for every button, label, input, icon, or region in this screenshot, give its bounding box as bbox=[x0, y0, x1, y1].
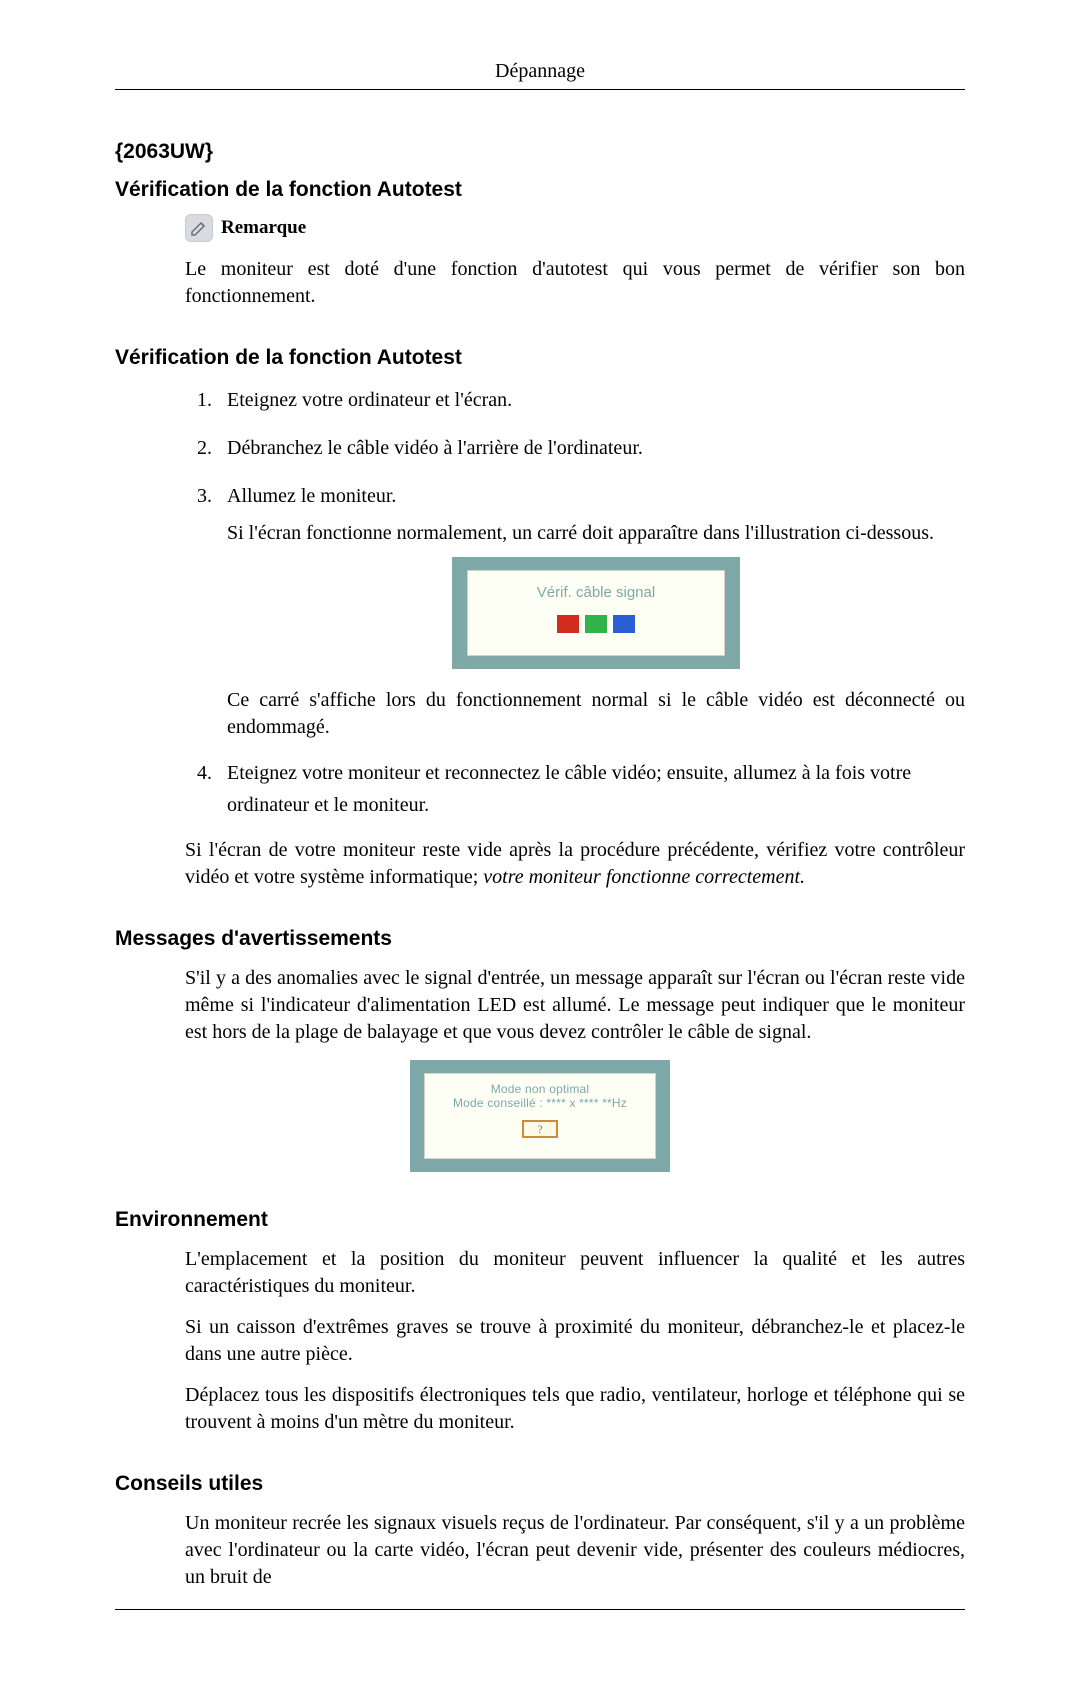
monitor2-button: ? bbox=[522, 1120, 558, 1138]
step-item: Débranchez le câble vidéo à l'arrière de… bbox=[217, 432, 965, 464]
monitor2-line1: Mode non optimal bbox=[491, 1082, 590, 1096]
warnings-heading: Messages d'avertissements bbox=[115, 927, 965, 951]
monitor-illustration-outer: Vérif. câble signal bbox=[452, 557, 740, 669]
page-header-title: Dépannage bbox=[115, 60, 965, 89]
monitor2-illustration-outer: Mode non optimal Mode conseillé : **** x… bbox=[410, 1060, 670, 1172]
monitor-illustration-text: Vérif. câble signal bbox=[537, 581, 655, 605]
warnings-text: S'il y a des anomalies avec le signal d'… bbox=[185, 965, 965, 1046]
monitor-illustration-inner: Vérif. câble signal bbox=[467, 570, 725, 656]
illustration-2-wrap: Mode non optimal Mode conseillé : **** x… bbox=[115, 1060, 965, 1172]
green-square bbox=[585, 615, 607, 633]
model-code-heading: {2063UW} bbox=[115, 140, 965, 164]
monitor2-illustration-inner: Mode non optimal Mode conseillé : **** x… bbox=[424, 1073, 656, 1159]
blue-square bbox=[613, 615, 635, 633]
environment-p2: Si un caisson d'extrêmes graves se trouv… bbox=[185, 1314, 965, 1368]
step3-followup-text: Si l'écran fonctionne normalement, un ca… bbox=[227, 520, 965, 547]
footer-rule bbox=[115, 1609, 965, 1610]
environment-p3: Déplacez tous les dispositifs électroniq… bbox=[185, 1382, 965, 1436]
tips-heading: Conseils utiles bbox=[115, 1472, 965, 1496]
step-text: Eteignez votre ordinateur et l'écran. bbox=[227, 389, 512, 411]
step3-followup-text-2: Ce carré s'affiche lors du fonctionnemen… bbox=[227, 687, 965, 741]
note-body-text: Le moniteur est doté d'une fonction d'au… bbox=[185, 256, 965, 310]
step-item: Eteignez votre moniteur et reconnectez l… bbox=[217, 757, 965, 821]
autotest-closing-text: Si l'écran de votre moniteur reste vide … bbox=[185, 837, 965, 891]
pencil-icon bbox=[189, 218, 209, 238]
step-item: Eteignez votre ordinateur et l'écran. bbox=[217, 384, 965, 416]
environment-p1: L'emplacement et la position du moniteur… bbox=[185, 1246, 965, 1300]
tips-p1: Un moniteur recrée les signaux visuels r… bbox=[185, 1510, 965, 1591]
note-label: Remarque bbox=[221, 217, 306, 239]
step-text: Eteignez votre moniteur et reconnectez l… bbox=[227, 762, 911, 816]
closing-italic: votre moniteur fonctionne correctement. bbox=[483, 866, 805, 888]
environment-heading: Environnement bbox=[115, 1208, 965, 1232]
autotest-steps-list: Eteignez votre ordinateur et l'écran. Dé… bbox=[185, 384, 965, 821]
step-item: Allumez le moniteur. Si l'écran fonction… bbox=[217, 480, 965, 741]
rgb-squares-row bbox=[557, 615, 635, 633]
note-icon bbox=[185, 214, 213, 242]
autotest-heading-1: Vérification de la fonction Autotest bbox=[115, 178, 965, 202]
header-rule bbox=[115, 89, 965, 90]
step-text: Débranchez le câble vidéo à l'arrière de… bbox=[227, 437, 643, 459]
note-row: Remarque bbox=[185, 214, 965, 242]
autotest-heading-2: Vérification de la fonction Autotest bbox=[115, 346, 965, 370]
illustration-1-wrap: Vérif. câble signal bbox=[227, 557, 965, 669]
monitor2-line2: Mode conseillé : **** x **** **Hz bbox=[453, 1096, 627, 1110]
step-text: Allumez le moniteur. bbox=[227, 485, 396, 507]
page: Dépannage {2063UW} Vérification de la fo… bbox=[0, 0, 1080, 1690]
red-square bbox=[557, 615, 579, 633]
